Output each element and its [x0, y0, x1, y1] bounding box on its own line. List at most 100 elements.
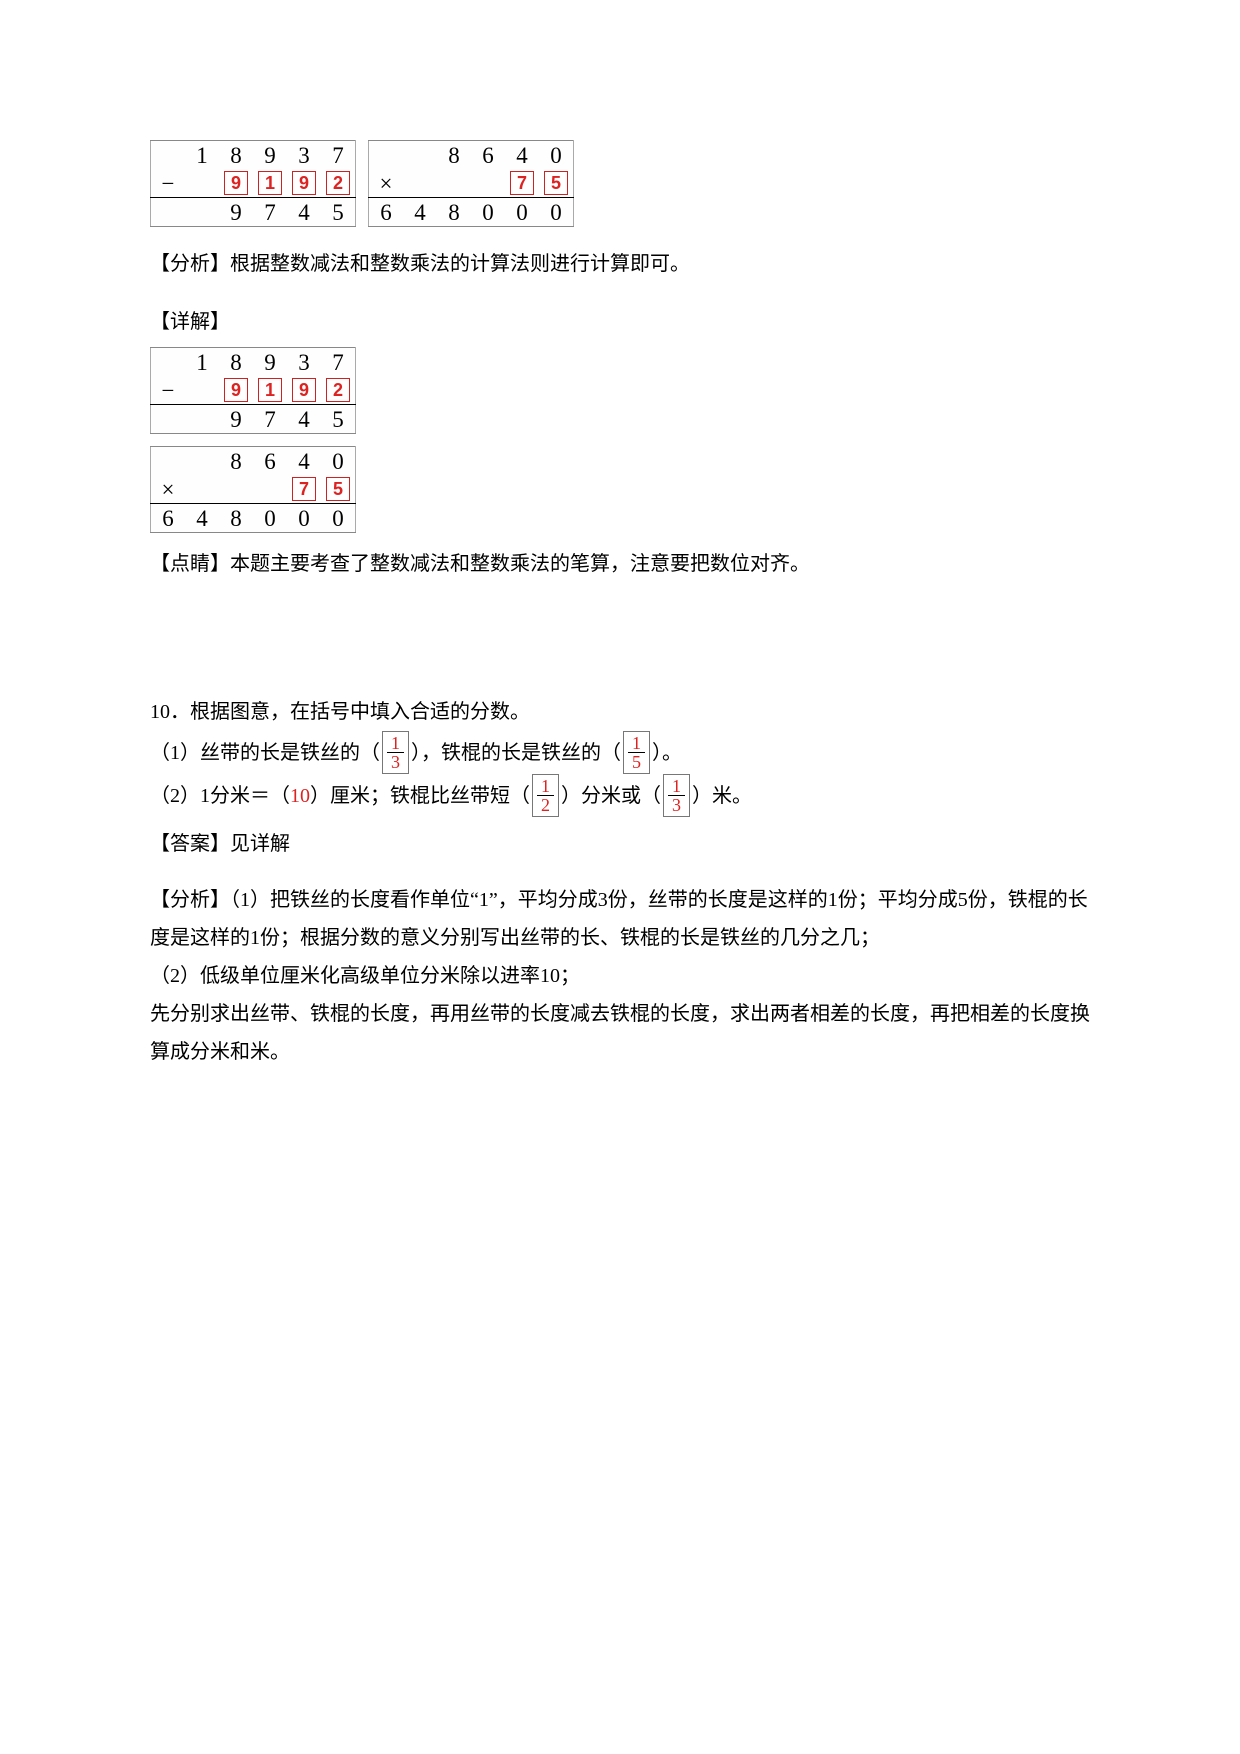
boxed-digit: 1	[258, 171, 282, 195]
fraction-den: 3	[387, 753, 404, 771]
digit: 7	[253, 198, 287, 227]
analysis-section: 【分析】根据整数减法和整数乘法的计算法则进行计算即可。	[150, 245, 1100, 283]
digit: 8	[219, 348, 253, 377]
boxed-digit: 5	[544, 171, 568, 195]
item-text: ）分米或（	[561, 775, 661, 817]
answer-plain: 10	[290, 775, 310, 817]
item-text: 丝带的长是铁丝的（	[200, 732, 380, 774]
top-math-images: 1 8 9 3 7 − 9 1 9 2 9 7 4 5	[150, 140, 1100, 227]
digit: 6	[253, 447, 287, 476]
q10-item-2: （2） 1分米＝（ 10 ）厘米；铁棍比丝带短（ 1 2 ）分米或（ 1 3 ）…	[150, 774, 1100, 817]
item-text: ）。	[652, 732, 682, 774]
digit: 0	[287, 504, 321, 533]
digit: 9	[219, 198, 253, 227]
q10-stem: 10．根据图意，在括号中填入合适的分数。	[150, 693, 1100, 731]
digit: 4	[287, 447, 321, 476]
analysis-label: 【分析】	[150, 253, 230, 275]
fraction: 1 3	[663, 774, 690, 817]
times-op: ×	[151, 475, 186, 504]
digit: 0	[505, 198, 539, 227]
detail-section: 【详解】 1 8 9 3 7 − 9 1 9 2	[150, 303, 1100, 533]
digit: 0	[539, 198, 574, 227]
item-text: ）米。	[692, 775, 752, 817]
multiplication-figure-2: 8 6 4 0 × 7 5 6 4 8 0	[150, 446, 356, 533]
digit: 0	[539, 141, 574, 170]
q10-analysis: 【分析】（1）把铁丝的长度看作单位“1”，平均分成3份，丝带的长度是这样的1份；…	[150, 881, 1100, 1071]
item-index: （1）	[150, 732, 200, 774]
fraction-den: 3	[668, 796, 685, 814]
boxed-digit: 7	[292, 477, 316, 501]
multiplication-figure: 8 6 4 0 × 7 5 6 4 8 0 0 0	[368, 140, 574, 227]
boxed-digit: 9	[224, 171, 248, 195]
digit: 0	[253, 504, 287, 533]
digit: 7	[253, 405, 287, 434]
analysis-label: 【分析】	[150, 889, 230, 911]
digit: 0	[321, 447, 356, 476]
boxed-digit: 9	[292, 378, 316, 402]
item-text: ）厘米；铁棍比丝带短（	[310, 775, 530, 817]
answer-label: 【答案】	[150, 833, 230, 855]
question-10: 10．根据图意，在括号中填入合适的分数。 （1） 丝带的长是铁丝的（ 1 3 ）…	[150, 693, 1100, 1071]
analysis-line: 先分别求出丝带、铁棍的长度，再用丝带的长度减去铁棍的长度，求出两者相差的长度，再…	[150, 995, 1100, 1071]
fraction: 1 3	[382, 731, 409, 774]
digit: 8	[219, 447, 253, 476]
fraction-den: 5	[628, 753, 645, 771]
boxed-digit: 9	[224, 378, 248, 402]
minus-op: −	[151, 376, 186, 405]
item-text: 1分米＝（	[200, 775, 290, 817]
digit: 7	[321, 141, 356, 170]
q10-number: 10．	[150, 701, 190, 723]
digit: 4	[505, 141, 539, 170]
boxed-digit: 2	[326, 171, 350, 195]
digit: 4	[185, 504, 219, 533]
detail-label: 【详解】	[150, 303, 1100, 341]
digit: 7	[321, 348, 356, 377]
fraction-num: 1	[387, 734, 404, 753]
boxed-digit: 2	[326, 378, 350, 402]
digit: 8	[437, 141, 471, 170]
analysis-line: （1）把铁丝的长度看作单位“1”，平均分成3份，丝带的长度是这样的1份；平均分成…	[150, 889, 1088, 949]
item-text: ），铁棍的长是铁丝的（	[411, 732, 621, 774]
item-index: （2）	[150, 775, 200, 817]
review-section: 【点睛】本题主要考查了整数减法和整数乘法的笔算，注意要把数位对齐。	[150, 545, 1100, 583]
digit: 6	[151, 504, 186, 533]
answer-text: 见详解	[230, 833, 290, 855]
fraction: 1 5	[623, 731, 650, 774]
digit: 6	[471, 141, 505, 170]
q10-stem-text: 根据图意，在括号中填入合适的分数。	[190, 701, 530, 723]
q10-item-1: （1） 丝带的长是铁丝的（ 1 3 ），铁棍的长是铁丝的（ 1 5 ）。	[150, 731, 1100, 774]
digit: 0	[471, 198, 505, 227]
digit: 3	[287, 348, 321, 377]
analysis-text: 根据整数减法和整数乘法的计算法则进行计算即可。	[230, 253, 690, 275]
digit: 8	[219, 141, 253, 170]
digit: 6	[369, 198, 404, 227]
detail-figures: 1 8 9 3 7 − 9 1 9 2 9	[150, 347, 1100, 533]
fraction: 1 2	[532, 774, 559, 817]
boxed-digit: 9	[292, 171, 316, 195]
digit: 4	[287, 405, 321, 434]
fraction-den: 2	[537, 796, 554, 814]
digit: 9	[253, 348, 287, 377]
digit: 4	[287, 198, 321, 227]
review-label: 【点睛】	[150, 553, 230, 575]
fraction-num: 1	[668, 777, 685, 796]
digit: 0	[321, 504, 356, 533]
fraction-num: 1	[537, 777, 554, 796]
digit: 1	[185, 348, 219, 377]
boxed-digit: 5	[326, 477, 350, 501]
digit: 8	[219, 504, 253, 533]
subtraction-figure: 1 8 9 3 7 − 9 1 9 2 9 7 4 5	[150, 140, 356, 227]
times-op: ×	[369, 169, 404, 198]
digit: 9	[253, 141, 287, 170]
boxed-digit: 1	[258, 378, 282, 402]
digit: 5	[321, 405, 356, 434]
subtraction-figure-2: 1 8 9 3 7 − 9 1 9 2 9	[150, 347, 356, 434]
fraction-num: 1	[628, 734, 645, 753]
digit: 3	[287, 141, 321, 170]
page: 1 8 9 3 7 − 9 1 9 2 9 7 4 5	[0, 0, 1240, 1754]
q10-answer: 【答案】见详解	[150, 825, 1100, 863]
review-text: 本题主要考查了整数减法和整数乘法的笔算，注意要把数位对齐。	[230, 553, 810, 575]
digit: 9	[219, 405, 253, 434]
digit: 5	[321, 198, 356, 227]
analysis-line: （2）低级单位厘米化高级单位分米除以进率10；	[150, 957, 1100, 995]
